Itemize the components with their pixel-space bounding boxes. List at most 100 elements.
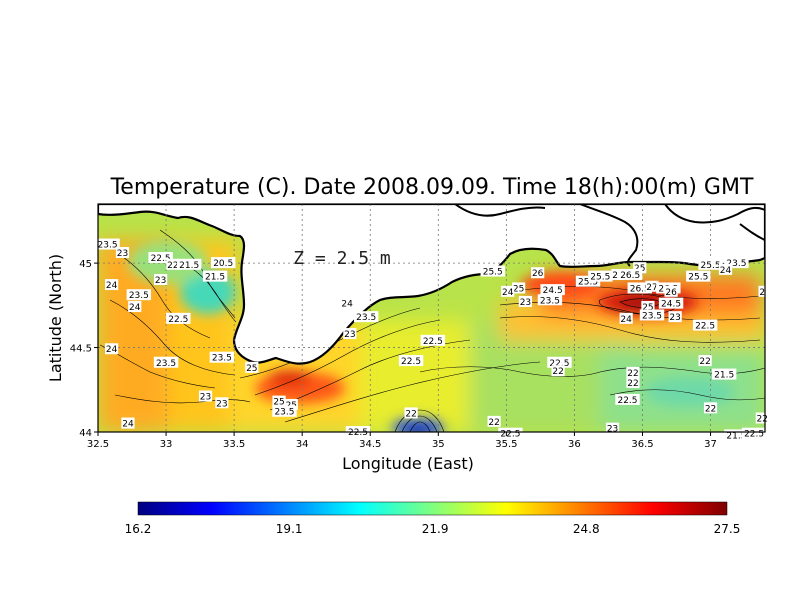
contour-label-bg: [658, 297, 684, 309]
contour-label: 23: [605, 422, 620, 435]
contour-label-text: 2: [759, 288, 765, 298]
contour-label-text: 23.5: [129, 291, 149, 301]
y-tick-label: 45: [79, 259, 92, 270]
contour-label-text: 23: [200, 393, 211, 403]
colorbar-ticks: 16.2 19.1 21.9 24.8 27.5: [125, 522, 741, 536]
contour-label: 24: [501, 285, 515, 298]
contour-label: 23: [343, 328, 357, 340]
y-axis-label: Latitude (North): [46, 254, 65, 382]
colorbar-bar: [137, 501, 728, 516]
y-tick-label: 44: [79, 428, 92, 439]
contour-label-text: 26.5: [620, 271, 640, 281]
contour-label-bg: [105, 343, 119, 355]
colorbar-tick-label: 21.9: [422, 522, 449, 536]
depth-label: Z = 2.5 m: [293, 248, 391, 269]
contour-label-text: 23.5: [356, 313, 376, 323]
contour-label-bg: [498, 427, 523, 439]
contour-label-text: 25: [246, 364, 257, 374]
contour-label: 22: [551, 365, 565, 377]
contour-label-bg: [272, 405, 297, 417]
contour-label-bg: [177, 258, 202, 270]
contour-label: 21.5: [202, 270, 228, 283]
contour-label-bg: [618, 268, 643, 280]
contour-label: 24: [105, 279, 119, 291]
contour-label-bg: [627, 282, 652, 294]
contour-label-bg: [404, 407, 418, 419]
contour-label-bg: [343, 328, 357, 340]
contour-label-bg: [512, 282, 526, 294]
contour-label-text: 22: [627, 369, 638, 379]
contour-label-text: 24: [341, 300, 353, 310]
contour-label-text: 24: [502, 288, 514, 298]
x-axis-label: Longitude (East): [342, 454, 474, 473]
contour-label-text: 23.5: [642, 311, 662, 321]
contour-label: 23.5: [272, 405, 297, 418]
contour-label: 23.5: [639, 309, 665, 321]
contour-label-bg: [588, 270, 613, 282]
contour-label: 21.5: [177, 258, 202, 271]
contour-label-bg: [148, 252, 173, 264]
contour-label: 23.5: [153, 356, 179, 369]
temperature-field: [98, 204, 765, 432]
contour-label-text: 22: [552, 367, 563, 377]
contour-label-bg: [755, 412, 769, 424]
contour-label-text: 24: [720, 266, 732, 276]
contour-label: 25: [272, 395, 286, 408]
contour-label-text: 23.5: [212, 354, 232, 364]
contour-label-text: 23: [155, 276, 166, 286]
contour-label-bg: [537, 294, 563, 306]
colorbar-tick-label: 24.8: [573, 522, 600, 536]
contour-label: 23: [518, 295, 533, 308]
contour-label-bg: [420, 334, 446, 346]
contour-label-bg: [724, 257, 749, 269]
contour-label: 25.5: [698, 258, 723, 271]
contour-label-bg: [166, 312, 191, 324]
contour-label-text: 23.5: [156, 359, 176, 369]
contour-label-text: 22: [699, 357, 710, 367]
contour-label: 26.5: [618, 268, 643, 281]
contour-label: 22: [404, 407, 418, 419]
contour-label-text: 23: [216, 399, 227, 409]
grid-lines: [98, 204, 765, 432]
x-tick-label: 32.5: [87, 439, 109, 450]
contour-label-text: 23: [520, 298, 531, 308]
contour-label: 22.5: [420, 334, 446, 347]
x-axis: 32.5 33 33.5 34 34.5 35 35.5 36 36.5 37: [87, 432, 717, 450]
contour-label: 23: [154, 274, 168, 286]
contour-label-bg: [340, 297, 354, 309]
contour-label: 23.5: [126, 289, 152, 301]
contour-label-bg: [692, 319, 718, 331]
contour-label-bg: [718, 263, 733, 275]
contour-label-text: 22.5: [549, 359, 569, 369]
contour-label: 24.5: [658, 297, 684, 310]
contour-label-bg: [698, 258, 723, 270]
contour-label: 25: [512, 282, 526, 294]
contour-label-bg: [698, 355, 712, 367]
contour-label-bg: [284, 398, 298, 410]
contour-label-bg: [741, 427, 767, 439]
contour-label-bg: [209, 351, 235, 363]
contour-label-text: 26: [532, 269, 544, 279]
contour-label: 27: [645, 280, 659, 293]
contour-label-text: 24: [129, 303, 141, 313]
contour-label: 22.5: [547, 356, 572, 369]
contour-label-text: 22: [405, 409, 416, 419]
contour-label: 24: [105, 343, 119, 355]
y-axis: 44 44.5 45: [70, 259, 98, 439]
contour-label-text: 24: [620, 315, 632, 325]
contour-label: 25: [245, 361, 259, 374]
contour-label-text: 23: [669, 313, 680, 323]
contour-label-bg: [611, 268, 625, 280]
contour-label-text: 20.5: [213, 259, 233, 269]
contour-label-text: 24: [106, 281, 118, 291]
contour-label-bg: [105, 279, 119, 291]
x-tick-label: 36: [568, 439, 581, 450]
contour-label-text: 26.5: [630, 284, 650, 294]
contour-label-text: 22.5: [401, 357, 421, 367]
contour-label-text: 22: [627, 379, 638, 389]
contour-label-text: 22.5: [695, 322, 715, 332]
contour-label-text: 26: [665, 288, 677, 298]
contour-label-text: 25.5: [590, 273, 610, 283]
